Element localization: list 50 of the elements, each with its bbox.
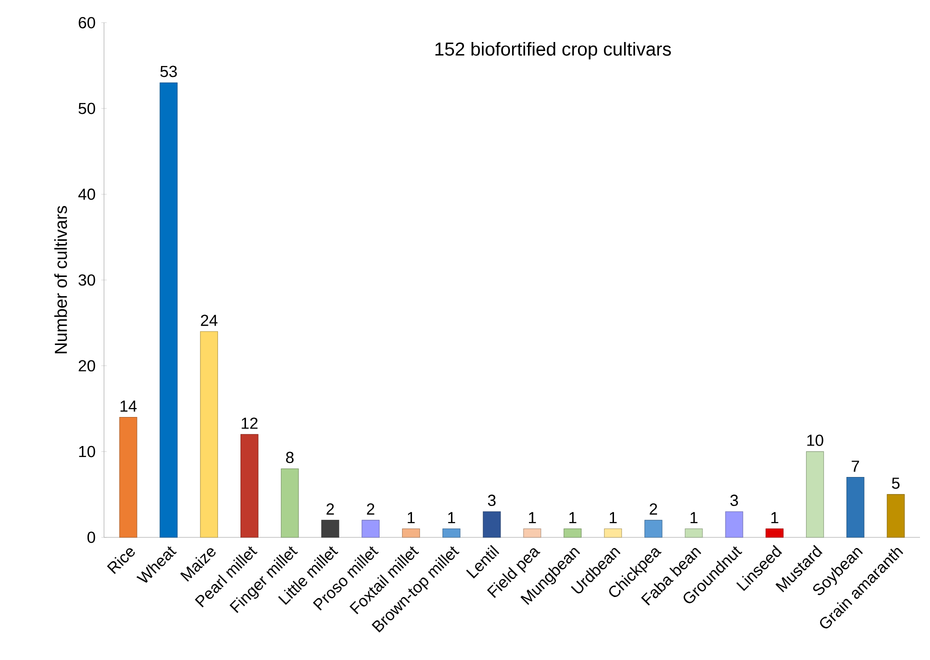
data-label: 24 (200, 314, 218, 326)
bar (886, 494, 905, 538)
data-label: 3 (488, 494, 496, 506)
bar (200, 331, 218, 538)
bar (482, 511, 501, 538)
y-tick-label: 60 (78, 17, 96, 28)
bar (846, 477, 864, 538)
bar (564, 528, 582, 538)
data-label: 10 (807, 434, 824, 446)
y-tick-label: 10 (79, 446, 96, 458)
bar (119, 416, 138, 538)
y-axis-title: Number of cultivars (54, 206, 68, 354)
text: 152 biofortified crop cultivars (435, 42, 671, 60)
y-tick-label: 40 (78, 188, 96, 200)
bar (280, 468, 299, 538)
data-label: 1 (448, 512, 456, 524)
y-tick-label: 50 (78, 102, 96, 114)
bar (766, 528, 784, 538)
bar (725, 511, 744, 538)
data-label: 2 (650, 503, 658, 515)
bar (442, 528, 460, 538)
bar (321, 520, 340, 538)
data-label: 8 (286, 452, 294, 464)
data-label: 7 (852, 460, 860, 472)
data-label: 1 (771, 512, 778, 524)
bar (240, 434, 258, 538)
data-label: 1 (690, 512, 698, 524)
bar (523, 528, 542, 538)
bar (402, 528, 420, 538)
bar (362, 520, 380, 538)
data-label: 53 (160, 66, 177, 78)
data-label: 5 (892, 478, 900, 489)
data-label: 12 (242, 418, 258, 429)
bar (684, 528, 703, 538)
data-label: 1 (528, 512, 536, 524)
y-tick-label: 0 (87, 532, 96, 543)
data-label: 2 (366, 503, 374, 515)
bar (604, 528, 622, 538)
bar (806, 451, 824, 538)
data-label: 3 (730, 494, 738, 506)
data-label: 1 (569, 512, 576, 524)
data-label: 1 (610, 512, 617, 524)
x-tick-label: Rice (106, 548, 135, 574)
y-tick-label: 30 (78, 274, 96, 286)
y-tick-label: 20 (78, 360, 96, 372)
data-label: 2 (326, 503, 334, 515)
data-label: 14 (120, 400, 137, 412)
data-label: 1 (408, 512, 415, 524)
bar (644, 520, 662, 538)
bar (160, 82, 178, 538)
